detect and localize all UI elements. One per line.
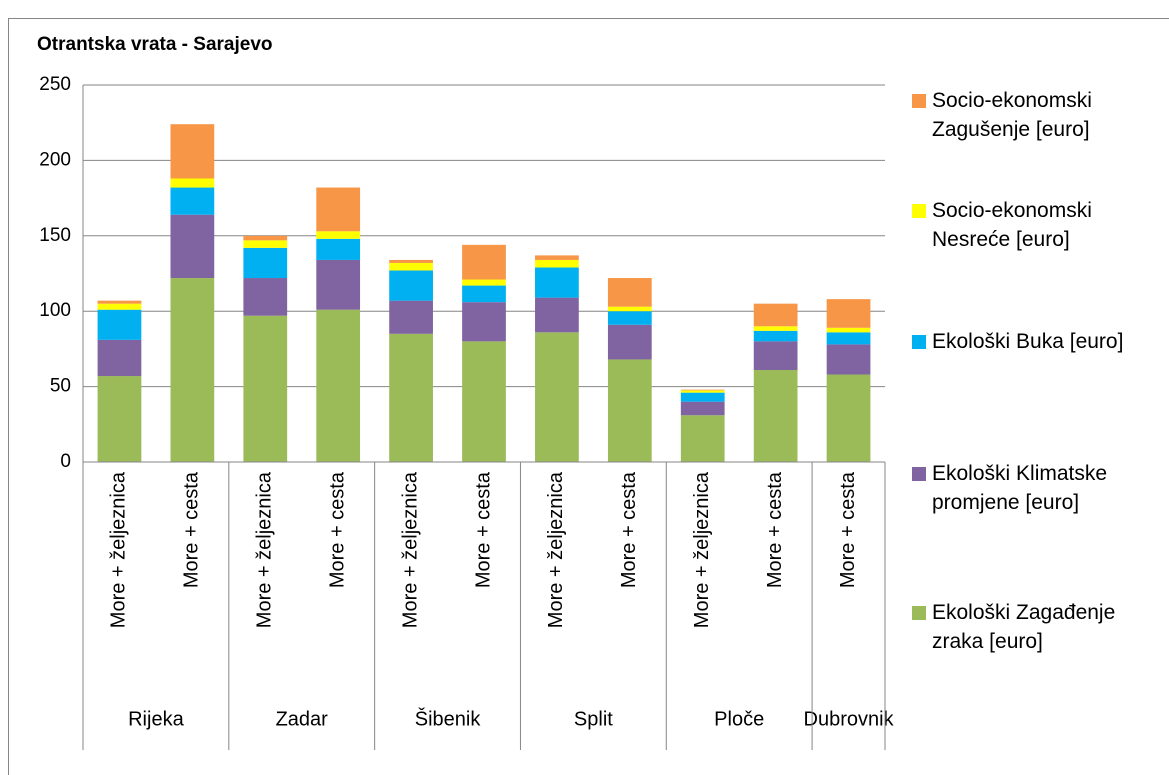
legend-label: Ekološki Zagađenje zraka [euro] (932, 601, 1116, 653)
bar-segment (680, 401, 725, 416)
x-tick-label: More + cesta (472, 471, 494, 588)
legend-label: Ekološki Buka [euro] (932, 330, 1124, 353)
x-tick-label: More + željeznica (399, 471, 421, 628)
bar-segment (316, 231, 361, 239)
legend-item: Socio-ekonomski Zagušenje [euro] (912, 86, 1162, 144)
y-tick-label: 200 (39, 149, 71, 170)
bar-segment (826, 344, 871, 375)
bar-segment (97, 300, 142, 304)
legend-item: Socio-ekonomski Nesreće [euro] (912, 196, 1162, 254)
x-tick-label: More + cesta (618, 471, 640, 588)
bar-segment (170, 124, 215, 179)
bar-segment (535, 255, 579, 260)
group-label: Ploče (714, 708, 764, 730)
bar-segment (826, 327, 871, 333)
bar-segment (753, 326, 798, 331)
bar-segment (97, 376, 142, 462)
bar-segment (753, 303, 798, 327)
legend-item: Ekološki Buka [euro] (912, 327, 1162, 356)
bar-segment (170, 278, 215, 462)
bar-segment (535, 267, 579, 298)
bar-segment (607, 311, 652, 325)
bar-segment (462, 244, 506, 280)
bar-segment (826, 332, 871, 345)
bar-segment (97, 309, 142, 340)
bar-segment (680, 390, 725, 393)
y-tick-label: 0 (60, 451, 71, 472)
y-tick-label: 250 (39, 74, 71, 95)
bar-segment (462, 285, 506, 303)
bar-segment (753, 330, 798, 342)
bar-segment (243, 247, 288, 279)
legend-swatch (912, 335, 926, 349)
bar-segment (389, 300, 433, 334)
bar-segment (462, 302, 506, 342)
bar-segment (535, 297, 579, 333)
y-tick-label: 100 (39, 300, 71, 321)
legend-swatch (912, 204, 926, 218)
bar-segment (607, 278, 652, 307)
bar-segment (826, 374, 871, 462)
bar-segment (753, 370, 798, 462)
bar-segment (170, 214, 215, 279)
x-tick-label: More + cesta (764, 471, 786, 588)
bar-segment (535, 332, 579, 462)
bar-segment (826, 299, 871, 328)
bar-segment (243, 235, 288, 241)
bar-segment (316, 187, 361, 232)
legend-label: Socio-ekonomski Zagušenje [euro] (932, 89, 1092, 141)
bar-segment (462, 341, 506, 462)
x-tick-label: More + cesta (837, 471, 859, 588)
bar-segment (389, 333, 433, 462)
legend-swatch (912, 94, 926, 108)
bar-segment (753, 341, 798, 371)
bar-segment (389, 270, 433, 301)
x-tick-label: More + cesta (326, 471, 348, 588)
bar-segment (97, 339, 142, 377)
x-tick-label: More + željeznica (545, 471, 567, 628)
bar-segment (243, 315, 288, 462)
group-label: Split (574, 708, 613, 730)
legend-label: Socio-ekonomski Nesreće [euro] (932, 199, 1092, 251)
legend-label: Ekološki Klimatske promjene [euro] (932, 462, 1108, 514)
bar-segment (243, 278, 288, 316)
bar-segment (243, 240, 288, 248)
bar-segment (97, 303, 142, 310)
bar-segment (170, 178, 215, 188)
bar-segment (170, 187, 215, 215)
bar-segment (389, 259, 433, 263)
x-tick-label: More + cesta (181, 471, 203, 588)
legend-item: Ekološki Klimatske promjene [euro] (912, 459, 1162, 517)
y-tick-label: 50 (50, 376, 71, 397)
bar-segment (316, 238, 361, 260)
legend-swatch (912, 606, 926, 620)
bar-segment (535, 259, 579, 268)
bar-segment (680, 389, 725, 391)
bar-segment (680, 415, 725, 462)
chart-title: Otrantska vrata - Sarajevo (37, 34, 273, 55)
group-label: Zadar (276, 708, 329, 730)
bar-segment (607, 359, 652, 462)
bar-segment (607, 306, 652, 312)
x-tick-label: More + željeznica (108, 471, 130, 628)
bar-segment (462, 279, 506, 286)
legend-swatch (912, 467, 926, 481)
legend-item: Ekološki Zagađenje zraka [euro] (912, 598, 1162, 656)
x-tick-label: More + željeznica (691, 471, 713, 628)
group-label: Šibenik (415, 707, 482, 730)
group-label: Dubrovnik (804, 708, 895, 730)
bar-segment (316, 309, 361, 462)
y-tick-label: 150 (39, 225, 71, 246)
bar-segment (607, 324, 652, 360)
bar-segment (680, 392, 725, 402)
bar-segment (389, 262, 433, 271)
x-tick-label: More + željeznica (254, 471, 276, 628)
group-label: Rijeka (128, 708, 184, 730)
bar-segment (316, 259, 361, 310)
